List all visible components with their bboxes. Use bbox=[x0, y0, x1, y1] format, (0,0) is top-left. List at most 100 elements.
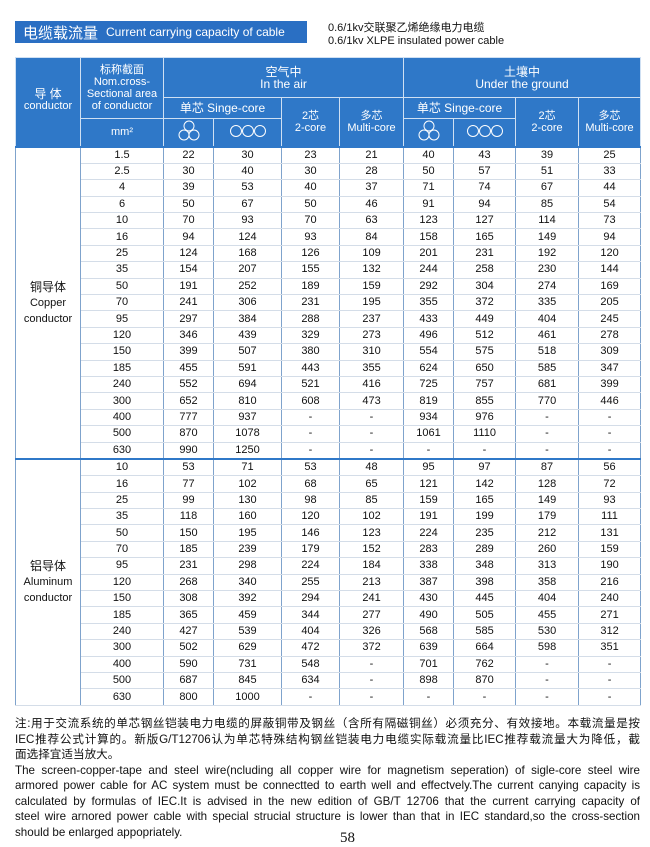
table-row: 50 191 252 189 159 292 304 274 169 bbox=[16, 278, 642, 296]
trefoil-icon bbox=[403, 118, 455, 147]
title-cn: 电缆载流量 bbox=[23, 24, 99, 42]
value-cell: 277 bbox=[338, 606, 405, 624]
value-cell: 85 bbox=[515, 196, 580, 214]
value-cell: 57 bbox=[453, 163, 517, 181]
value-cell: 976 bbox=[453, 409, 517, 427]
value-cell: 70 bbox=[163, 212, 214, 230]
value-cell: 95 bbox=[403, 457, 455, 477]
value-cell: - bbox=[578, 656, 642, 674]
header-text: 2-core bbox=[294, 121, 327, 134]
value-cell: 67 bbox=[515, 179, 580, 197]
value-cell: 664 bbox=[453, 639, 517, 657]
table-row: 150 399 507 380 310 554 575 518 309 bbox=[16, 343, 642, 361]
size-cell: 50 bbox=[80, 524, 164, 542]
value-cell: 554 bbox=[403, 343, 455, 361]
value-cell: 404 bbox=[281, 623, 340, 641]
table-row: 70 241 306 231 195 355 372 335 205 bbox=[16, 294, 642, 312]
size-cell: 500 bbox=[80, 672, 164, 690]
value-cell: 169 bbox=[578, 278, 642, 296]
value-cell: 355 bbox=[403, 294, 455, 312]
value-cell: 338 bbox=[403, 557, 455, 575]
value-cell: 335 bbox=[515, 294, 580, 312]
value-cell: 93 bbox=[281, 228, 340, 246]
value-cell: 472 bbox=[281, 639, 340, 657]
value-cell: 189 bbox=[281, 278, 340, 296]
value-cell: 870 bbox=[163, 425, 214, 443]
value-cell: 48 bbox=[338, 457, 405, 477]
value-cell: 255 bbox=[281, 574, 340, 592]
value-cell: 142 bbox=[453, 475, 517, 493]
value-cell: 87 bbox=[515, 457, 580, 477]
value-cell: 50 bbox=[403, 163, 455, 181]
value-cell: 430 bbox=[403, 590, 455, 608]
value-cell: 634 bbox=[281, 672, 340, 690]
table-row: 6 50 67 50 46 91 94 85 54 bbox=[16, 196, 642, 214]
value-cell: 496 bbox=[403, 327, 455, 345]
size-cell: 6 bbox=[80, 196, 164, 214]
page-number: 58 bbox=[340, 830, 355, 846]
spec: 0.6/1kv交联聚乙烯绝缘电力电缆 0.6/1kv XLPE insulate… bbox=[328, 22, 504, 48]
value-cell: - bbox=[453, 688, 517, 706]
value-cell: 731 bbox=[213, 656, 282, 674]
value-cell: 84 bbox=[338, 228, 405, 246]
value-cell: 191 bbox=[163, 278, 214, 296]
value-cell: 99 bbox=[163, 492, 214, 510]
table-row: 70 185 239 179 152 283 289 260 159 bbox=[16, 541, 642, 559]
value-cell: - bbox=[515, 672, 580, 690]
size-cell: 95 bbox=[80, 557, 164, 575]
note-line: 面选择宜适当放大。 bbox=[15, 748, 120, 761]
value-cell: 380 bbox=[281, 343, 340, 361]
value-cell: 845 bbox=[213, 672, 282, 690]
note-line: steel wire arnored power cable with spec… bbox=[15, 810, 640, 823]
value-cell: 575 bbox=[453, 343, 517, 361]
value-cell: 51 bbox=[515, 163, 580, 181]
table-row: 400 777 937- -934 976- - bbox=[16, 409, 642, 427]
table-row: 16 77 102 68 65 121 142 128 72 bbox=[16, 475, 642, 493]
header-text: 2芯 bbox=[538, 109, 556, 122]
value-cell: 168 bbox=[213, 245, 282, 263]
single-core-header: 单芯 Singe-core bbox=[163, 97, 282, 119]
value-cell: 121 bbox=[403, 475, 455, 493]
value-cell: 40 bbox=[403, 145, 455, 164]
value-cell: 192 bbox=[515, 245, 580, 263]
size-cell: 185 bbox=[80, 606, 164, 624]
value-cell: 98 bbox=[281, 492, 340, 510]
value-cell: 50 bbox=[281, 196, 340, 214]
value-cell: - bbox=[515, 425, 580, 443]
value-cell: 159 bbox=[338, 278, 405, 296]
value-cell: 224 bbox=[403, 524, 455, 542]
value-cell: 459 bbox=[213, 606, 282, 624]
table-row: 2.5 30 40 30 28 50 57 51 33 bbox=[16, 163, 642, 181]
value-cell: 725 bbox=[403, 376, 455, 394]
value-cell: 179 bbox=[281, 541, 340, 559]
header-text: Nom.cross- bbox=[93, 76, 151, 88]
header-text: 标称截面 bbox=[100, 64, 144, 76]
value-cell: 439 bbox=[213, 327, 282, 345]
table-row: 16 94 124 93 84 158 165 149 94 bbox=[16, 228, 642, 246]
table-row: 300 502 629 472 372 639 664 598 351 bbox=[16, 639, 642, 657]
value-cell: 123 bbox=[338, 524, 405, 542]
multi-core-header: 多芯 Multi-core bbox=[578, 97, 642, 147]
value-cell: 72 bbox=[578, 475, 642, 493]
note-line: The screen-copper-tape and steel wire(nc… bbox=[15, 763, 640, 777]
value-cell: 44 bbox=[578, 179, 642, 197]
value-cell: 624 bbox=[403, 360, 455, 377]
value-cell: 1000 bbox=[213, 688, 282, 706]
value-cell: 800 bbox=[163, 688, 214, 706]
table-row: 50 150 195 146 123 224 235 212 131 bbox=[16, 524, 642, 542]
value-cell: 312 bbox=[578, 623, 642, 641]
value-cell: 144 bbox=[578, 261, 642, 279]
value-cell: 68 bbox=[281, 475, 340, 493]
header-text: 空气中 bbox=[265, 64, 302, 79]
value-cell: 629 bbox=[213, 639, 282, 657]
value-cell: 126 bbox=[281, 245, 340, 263]
value-cell: 30 bbox=[163, 163, 214, 181]
value-cell: 93 bbox=[578, 492, 642, 510]
value-cell: 757 bbox=[453, 376, 517, 394]
value-cell: 590 bbox=[163, 656, 214, 674]
size-cell: 300 bbox=[80, 639, 164, 657]
value-cell: 132 bbox=[338, 261, 405, 279]
value-cell: - bbox=[515, 409, 580, 427]
value-cell: 56 bbox=[578, 457, 642, 477]
table-row: 120 346 439 329 273 496 512 461 278 bbox=[16, 327, 642, 345]
